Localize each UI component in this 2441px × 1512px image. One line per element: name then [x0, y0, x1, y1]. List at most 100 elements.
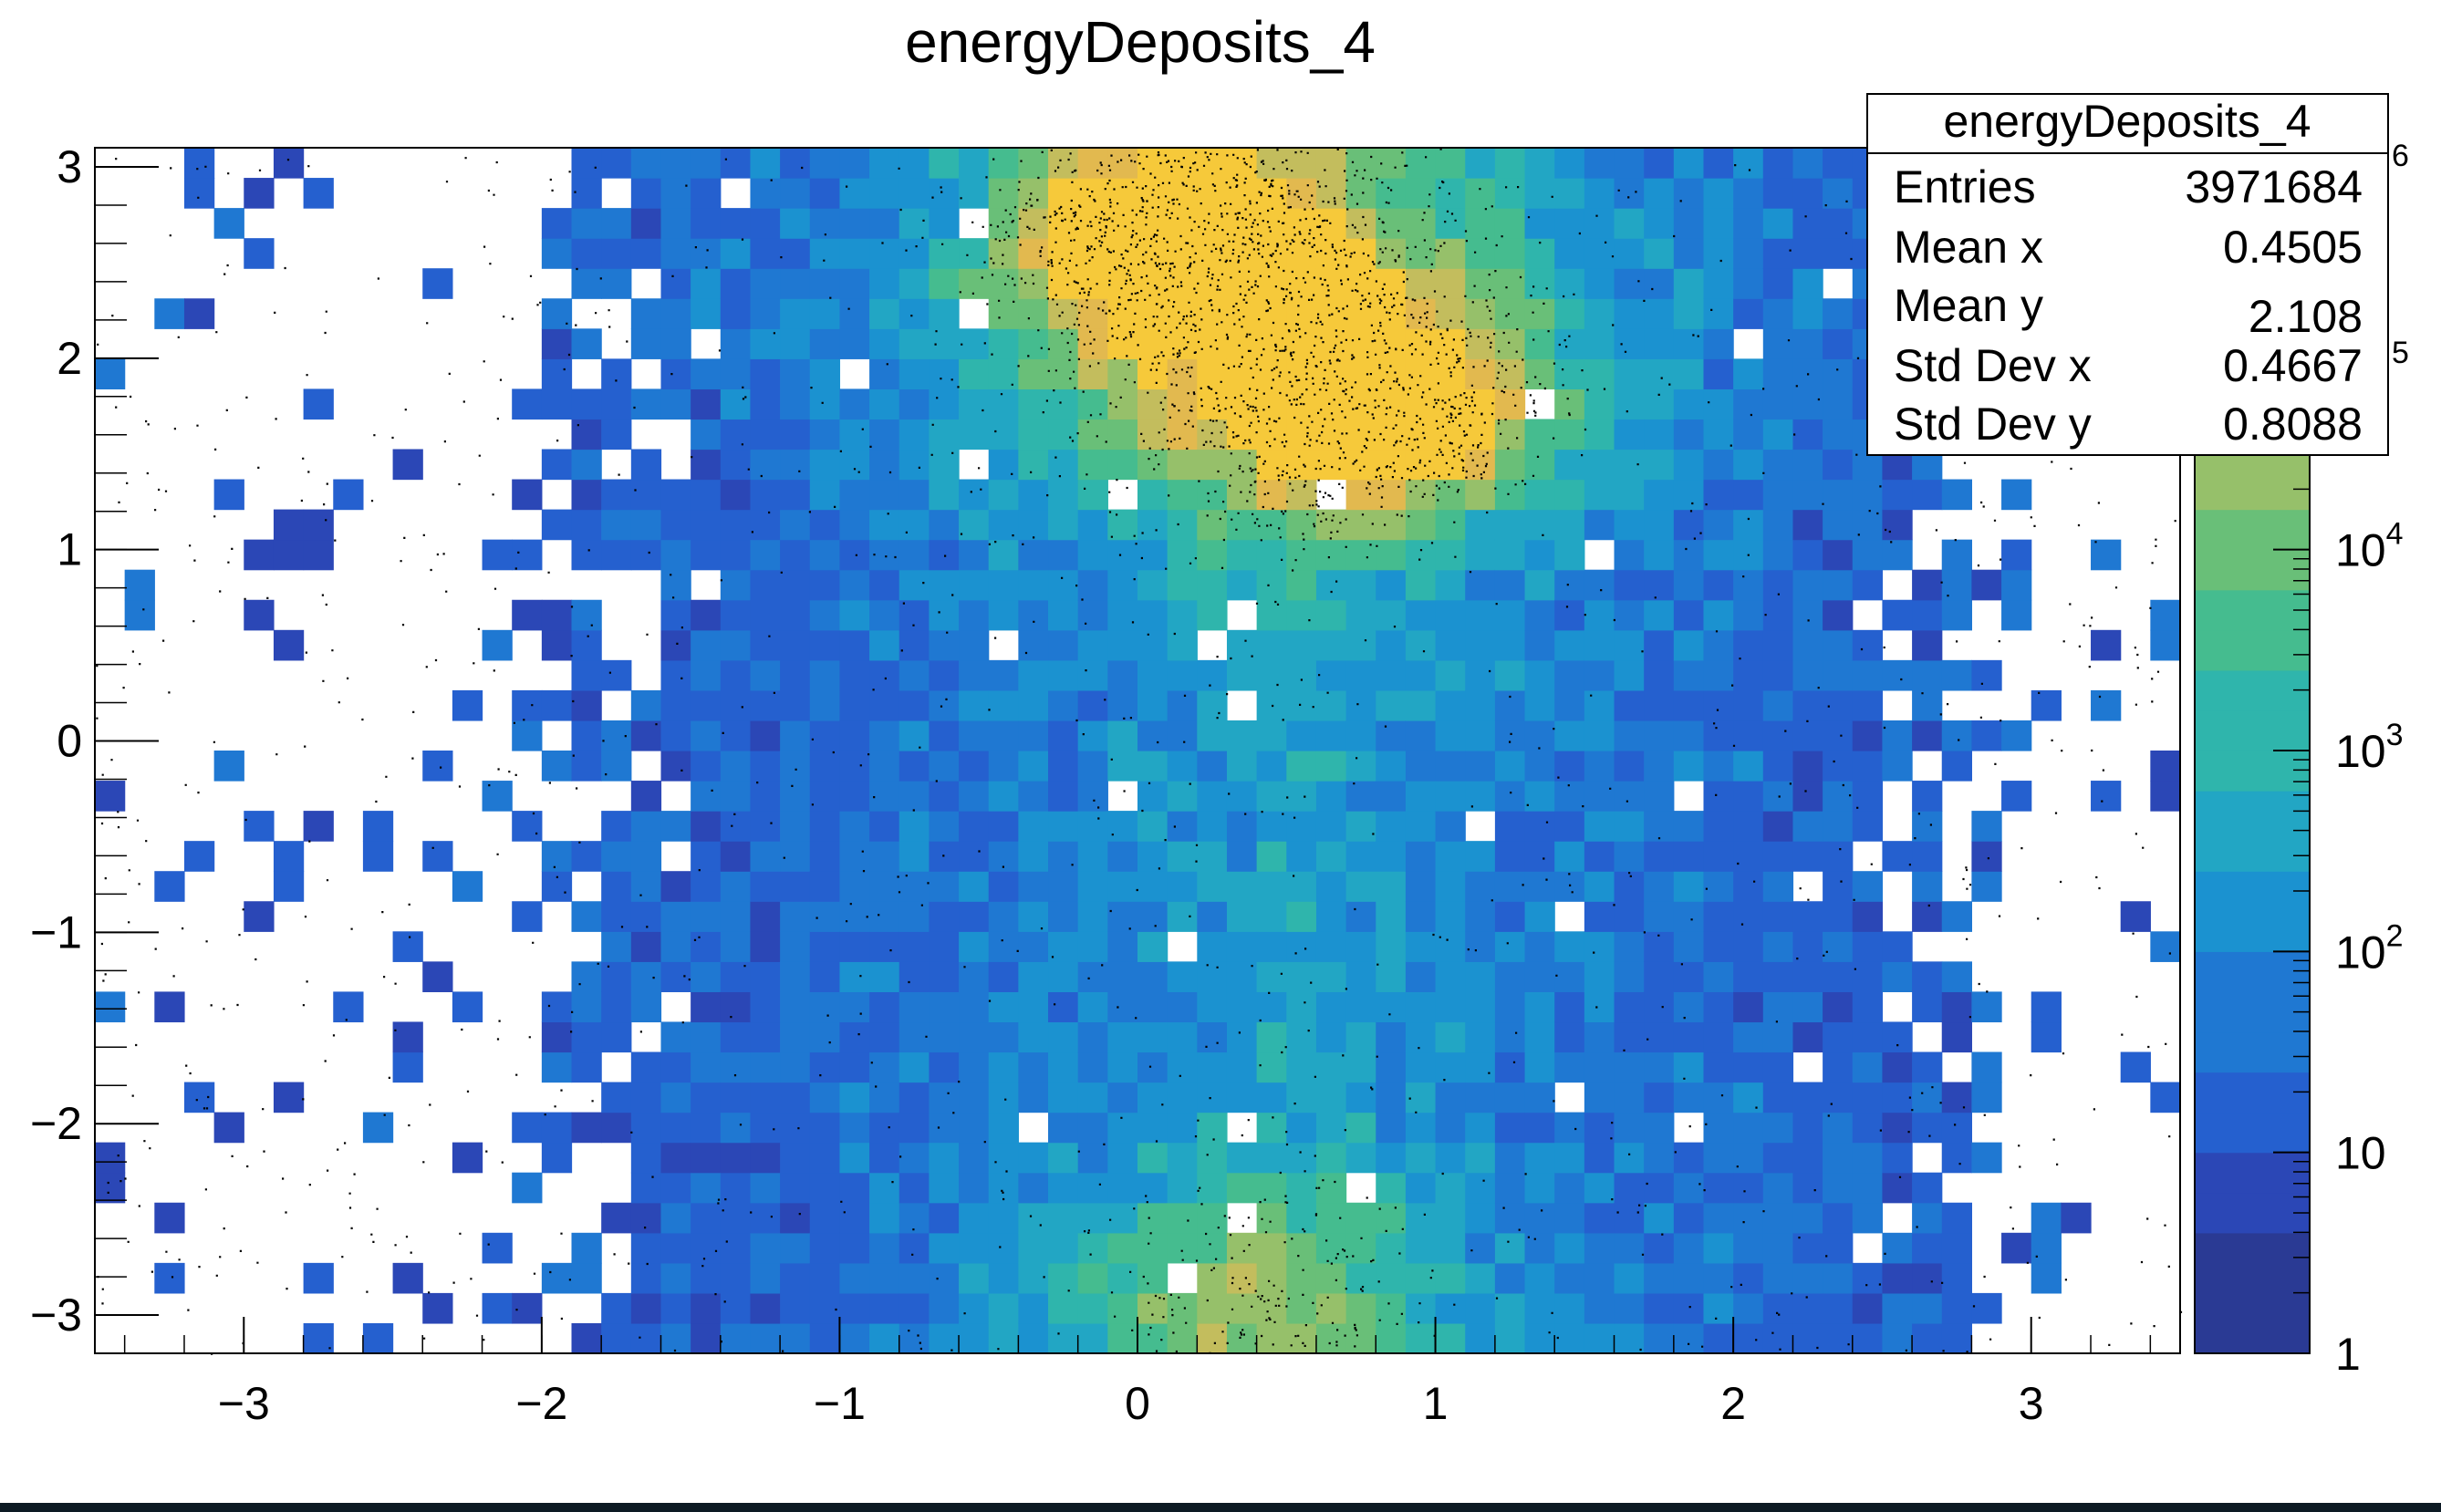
heat-cell: [1733, 1051, 1764, 1083]
heat-cell: [1107, 871, 1138, 902]
heat-cell: [1226, 720, 1258, 751]
heat-cell: [1941, 901, 1972, 932]
heat-cell: [1197, 328, 1228, 359]
heat-cell: [750, 1021, 781, 1053]
heat-cell: [362, 1322, 394, 1354]
heat-cell: [1376, 1322, 1407, 1354]
heat-cell: [720, 1322, 752, 1354]
heat-cell: [988, 961, 1019, 992]
heat-cell: [422, 1292, 453, 1324]
heat-cell: [1226, 1262, 1258, 1294]
heat-cell: [1465, 1232, 1496, 1264]
heat-cell: [1167, 599, 1198, 631]
heat-cell: [1823, 358, 1854, 389]
heat-cell: [750, 1292, 781, 1324]
heat-cell: [1823, 871, 1854, 902]
heat-cell: [1376, 449, 1407, 481]
heat-cell: [1376, 509, 1407, 541]
heat-cell: [1852, 509, 1884, 541]
heat-cell: [1315, 178, 1347, 209]
heat-cell: [1614, 689, 1645, 721]
heat-cell: [1644, 659, 1675, 691]
heat-cell: [839, 1172, 870, 1204]
heat-cell: [1137, 419, 1169, 450]
heat-cell: [1376, 1142, 1407, 1174]
heat-cell: [1733, 811, 1764, 842]
heat-cell: [541, 1021, 573, 1053]
heat-cell: [1703, 781, 1734, 812]
heat-cell: [1256, 1262, 1287, 1294]
heat-cell: [1435, 599, 1466, 631]
heat-cell: [1852, 720, 1884, 751]
heat-cell: [1644, 991, 1675, 1023]
heat-cell: [1256, 1322, 1287, 1354]
heat-cell: [273, 871, 305, 902]
heat-cell: [1792, 1021, 1823, 1053]
heat-cell: [1107, 1172, 1138, 1204]
heat-cell: [2031, 1232, 2062, 1264]
heat-cell: [869, 751, 900, 782]
heat-cell: [1733, 991, 1764, 1023]
heat-cell: [2001, 539, 2032, 571]
heat-cell: [1673, 449, 1705, 481]
heat-cell: [1345, 871, 1376, 902]
heat-cell: [691, 811, 722, 842]
heat-cell: [1256, 479, 1287, 511]
heat-cell: [1048, 1172, 1079, 1204]
heat-cell: [571, 148, 602, 179]
heat-cell: [2031, 991, 2062, 1023]
heat-cell: [1077, 871, 1108, 902]
heat-cell: [630, 991, 662, 1023]
heat-cell: [750, 268, 781, 299]
heat-cell: [1197, 689, 1228, 721]
heat-cell: [1315, 1202, 1347, 1234]
heat-cell: [898, 298, 930, 329]
heat-cell: [1644, 1051, 1675, 1083]
heat-cell: [1167, 629, 1198, 661]
heat-cell: [1494, 659, 1526, 691]
heat-cell: [1823, 751, 1854, 782]
heat-cell: [1703, 419, 1734, 450]
heat-cell: [1435, 358, 1466, 389]
heat-cell: [1882, 539, 1913, 571]
heat-cell: [1048, 1051, 1079, 1083]
heat-cell: [1286, 689, 1317, 721]
palette-band: [2195, 1031, 2310, 1073]
palette-band: [2195, 629, 2310, 671]
heat-cell: [1465, 509, 1496, 541]
heat-cell: [929, 178, 960, 209]
heat-cell: [1823, 328, 1854, 359]
heat-cell: [660, 689, 691, 721]
heat-cell: [1465, 1021, 1496, 1053]
heat-cell: [1137, 931, 1169, 962]
heat-cell: [1644, 328, 1675, 359]
heat-cell: [1703, 1322, 1734, 1354]
heat-cell: [1584, 419, 1615, 450]
heat-cell: [1524, 720, 1555, 751]
heat-cell: [929, 1322, 960, 1354]
heat-cell: [1673, 1202, 1705, 1234]
heat-cell: [1852, 1322, 1884, 1354]
heat-cell: [1584, 298, 1615, 329]
heat-cell: [1941, 1021, 1972, 1053]
heat-cell: [1197, 1021, 1228, 1053]
heat-cell: [512, 539, 543, 571]
heat-cell: [1703, 841, 1734, 872]
heat-cell: [988, 751, 1019, 782]
heat-cell: [1048, 268, 1079, 299]
heat-cell: [1673, 991, 1705, 1023]
heat-cell: [898, 208, 930, 239]
heat-cell: [1941, 1232, 1972, 1264]
heat-cell: [1614, 1142, 1645, 1174]
heat-cell: [1107, 1322, 1138, 1354]
heat-cell: [1494, 1051, 1526, 1083]
heat-cell: [1733, 1202, 1764, 1234]
heat-cell: [660, 901, 691, 932]
heat-cell: [1584, 1262, 1615, 1294]
heat-cell: [1614, 841, 1645, 872]
heat-cell: [1048, 961, 1079, 992]
heat-cell: [1197, 419, 1228, 450]
heat-cell: [541, 358, 573, 389]
heat-cell: [1077, 1232, 1108, 1264]
